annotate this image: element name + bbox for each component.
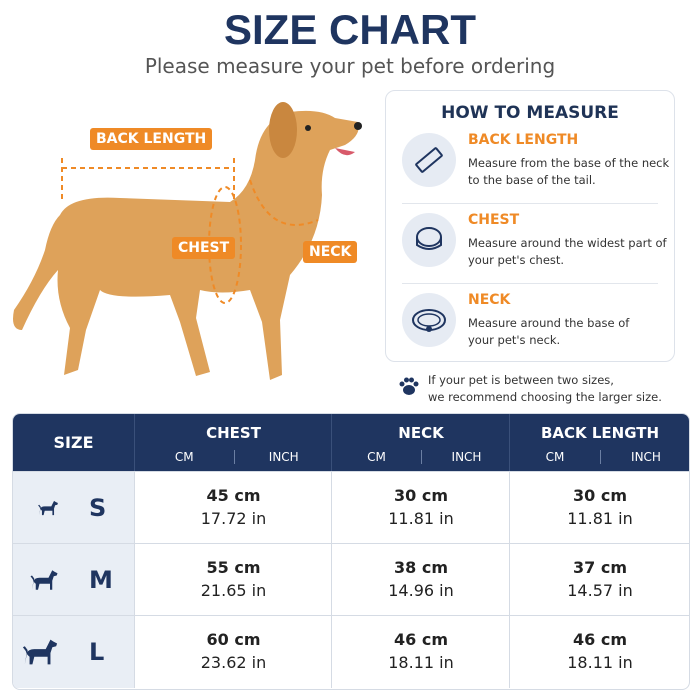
- measure-cell: 46 cm 18.11 in: [509, 615, 689, 688]
- panel-title: HOW TO MEASURE: [441, 103, 619, 123]
- measure-cell: 55 cm 21.65 in: [134, 543, 332, 616]
- dog-glyph: [38, 500, 58, 516]
- cm-value: 30 cm: [394, 486, 448, 505]
- item-title: CHEST: [468, 212, 520, 228]
- paw-icon: [399, 377, 419, 395]
- cm-value: 38 cm: [394, 558, 448, 577]
- cm-value: 45 cm: [206, 486, 261, 505]
- header-group: NECK CM INCH: [331, 414, 510, 471]
- note-line: we recommend choosing the larger size.: [428, 390, 662, 404]
- header-cell: SIZE: [13, 414, 134, 471]
- dog-icon: [21, 633, 59, 675]
- unit-label: INCH: [421, 450, 511, 464]
- size-cell: L: [13, 615, 134, 688]
- unit-label: CM: [367, 450, 386, 464]
- diagram-label: NECK: [303, 241, 358, 263]
- inch-value: 21.65 in: [200, 581, 267, 600]
- size-label: L: [89, 638, 105, 666]
- icon: [402, 213, 456, 267]
- inch-value: 18.11 in: [388, 653, 454, 672]
- cm-value: 30 cm: [573, 486, 627, 505]
- dog-glyph: [22, 639, 58, 665]
- title: SIZE CHART: [224, 6, 476, 53]
- inch-value: 14.57 in: [567, 581, 633, 600]
- size-label: S: [89, 494, 107, 522]
- item-text: to the base of the tail.: [468, 173, 596, 187]
- group-title: NECK: [398, 424, 444, 442]
- note: If your pet is between two sizes, we reco…: [428, 372, 662, 406]
- note-line: If your pet is between two sizes,: [428, 373, 614, 387]
- item-title: BACK LENGTH: [468, 132, 579, 148]
- measure-cell: 45 cm 17.72 in: [134, 471, 332, 544]
- icon-glyph: [412, 309, 446, 332]
- size-table: SIZE CHEST CM INCH NECK CM INCH BACK LENGTH CM IN…: [12, 413, 690, 690]
- separator: [402, 203, 658, 204]
- inch-value: 23.62 in: [200, 653, 267, 672]
- dog-icon: [37, 497, 59, 523]
- subtitle: Please measure your pet before ordering: [144, 54, 556, 78]
- cm-value: 46 cm: [394, 630, 448, 649]
- measure-cell: 60 cm 23.62 in: [134, 615, 332, 688]
- icon-glyph: [416, 227, 442, 250]
- size-cell: S: [13, 471, 134, 544]
- unit-label: CM: [174, 450, 194, 464]
- header-group: CHEST CM INCH: [134, 414, 332, 471]
- header-group: BACK LENGTH CM INCH: [509, 414, 689, 471]
- cm-value: 37 cm: [573, 558, 627, 577]
- dog-icon: [29, 565, 59, 599]
- icon: [402, 293, 456, 347]
- diagram-label: CHEST: [172, 237, 236, 259]
- item-text: your pet's neck.: [468, 333, 561, 347]
- unit-label: CM: [545, 450, 565, 464]
- inch-value: 11.81 in: [567, 509, 633, 528]
- measure-cell: 30 cm 11.81 in: [331, 471, 510, 544]
- size-cell: M: [13, 543, 134, 616]
- dog-glyph: [30, 570, 58, 590]
- separator: [402, 283, 658, 284]
- unit-label: INCH: [600, 450, 689, 464]
- item-text: Measure from the base of the neck: [468, 156, 670, 170]
- size-label: M: [89, 566, 113, 594]
- group-title: BACK LENGTH: [540, 424, 660, 442]
- icon: [402, 133, 456, 187]
- inch-value: 14.96 in: [388, 581, 454, 600]
- item-text: Measure around the base of: [468, 316, 630, 330]
- cm-value: 46 cm: [573, 630, 627, 649]
- item-text: Measure around the widest part of: [468, 236, 667, 250]
- diagram-label: BACK LENGTH: [90, 128, 213, 150]
- item-text: your pet's chest.: [468, 253, 565, 267]
- unit-label: INCH: [233, 450, 334, 464]
- item-title: NECK: [468, 292, 511, 308]
- group-title: CHEST: [206, 424, 261, 442]
- icon-glyph: [415, 147, 443, 173]
- inch-value: 17.72 in: [200, 509, 267, 528]
- measure-cell: 46 cm 18.11 in: [331, 615, 510, 688]
- cm-value: 60 cm: [206, 630, 261, 649]
- inch-value: 18.11 in: [567, 653, 633, 672]
- measure-cell: 37 cm 14.57 in: [509, 543, 689, 616]
- inch-value: 11.81 in: [388, 509, 454, 528]
- measure-cell: 38 cm 14.96 in: [331, 543, 510, 616]
- measure-cell: 30 cm 11.81 in: [509, 471, 689, 544]
- cm-value: 55 cm: [206, 558, 261, 577]
- how-to-panel: HOW TO MEASURE BACK LENGTH Measure from t…: [385, 90, 675, 362]
